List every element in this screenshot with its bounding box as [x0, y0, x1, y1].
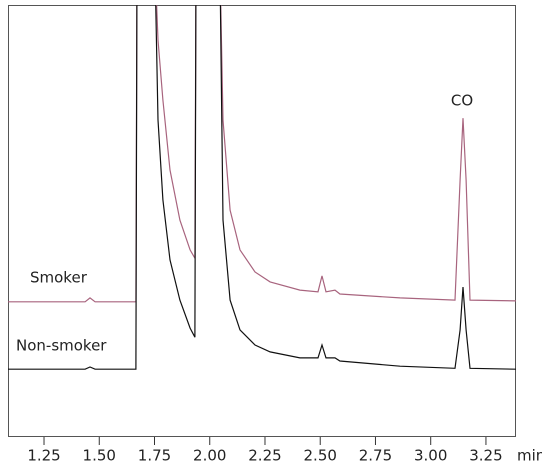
x-tick-label: 2.50 [304, 447, 337, 465]
plot-frame [8, 5, 516, 437]
x-axis-label: min [517, 447, 542, 465]
x-tick-label: 1.50 [83, 447, 116, 465]
x-tick-label: 3.00 [414, 447, 447, 465]
series-line [8, 5, 516, 303]
x-tick-label: 2.75 [359, 447, 392, 465]
x-tick-label: 3.25 [469, 447, 502, 465]
x-tick-label: 1.75 [138, 447, 171, 465]
x-tick-label: 1.25 [27, 447, 60, 465]
series-line [8, 5, 516, 370]
annotation: CO [451, 92, 473, 110]
series-label: Smoker [30, 269, 88, 287]
x-tick-label: 2.25 [248, 447, 281, 465]
x-tick-label: 2.00 [193, 447, 226, 465]
series-label: Non-smoker [16, 337, 107, 355]
